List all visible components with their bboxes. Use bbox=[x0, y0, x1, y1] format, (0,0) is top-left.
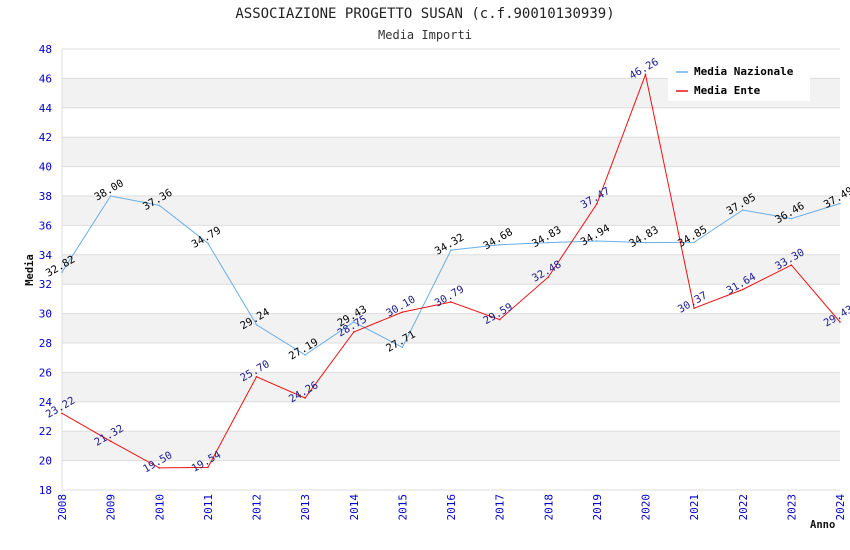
x-tick-label: 2024 bbox=[834, 494, 847, 521]
data-point bbox=[401, 311, 404, 313]
data-point bbox=[158, 467, 161, 469]
x-tick-label: 2023 bbox=[785, 494, 798, 521]
data-point bbox=[255, 323, 258, 326]
data-point bbox=[450, 301, 452, 303]
data-label: 34.94 bbox=[579, 222, 612, 248]
data-point bbox=[207, 466, 209, 469]
legend-label: Media Ente bbox=[694, 84, 761, 97]
data-label: 34.83 bbox=[530, 224, 563, 250]
legend-label: Media Nazionale bbox=[694, 65, 794, 78]
y-tick-label: 32 bbox=[39, 278, 52, 291]
y-axis-label: Media bbox=[24, 254, 36, 286]
x-tick-label: 2016 bbox=[445, 494, 458, 521]
data-point bbox=[790, 264, 793, 266]
x-tick-label: 2015 bbox=[396, 494, 409, 521]
data-point bbox=[596, 202, 598, 205]
data-point bbox=[741, 209, 744, 211]
data-point bbox=[498, 244, 501, 246]
data-point bbox=[693, 307, 695, 309]
data-point bbox=[109, 195, 112, 197]
data-point bbox=[839, 202, 841, 205]
data-label: 34.83 bbox=[627, 224, 660, 250]
y-tick-label: 24 bbox=[39, 396, 53, 409]
data-point bbox=[596, 240, 598, 242]
data-point bbox=[158, 204, 161, 207]
x-tick-label: 2011 bbox=[202, 494, 215, 521]
data-point bbox=[304, 354, 306, 356]
y-tick-label: 40 bbox=[39, 161, 52, 174]
x-tick-label: 2013 bbox=[299, 494, 312, 521]
legend: Media Nazionale Media Ente bbox=[668, 57, 810, 101]
data-point bbox=[547, 241, 550, 244]
data-point bbox=[741, 288, 744, 291]
y-tick-label: 26 bbox=[39, 366, 52, 379]
data-label: 30.37 bbox=[676, 289, 709, 315]
data-point bbox=[61, 271, 63, 273]
data-point bbox=[401, 346, 404, 349]
y-tick-label: 48 bbox=[39, 43, 52, 56]
data-point bbox=[61, 412, 63, 415]
grid-band bbox=[62, 137, 840, 167]
data-label: 34.79 bbox=[190, 224, 223, 250]
data-label: 34.68 bbox=[481, 226, 514, 252]
x-tick-label: 2012 bbox=[251, 494, 264, 521]
y-tick-label: 20 bbox=[39, 455, 52, 468]
data-point bbox=[644, 73, 647, 76]
data-point bbox=[450, 249, 452, 251]
legend-box bbox=[668, 57, 810, 101]
chart-subtitle: Media Importi bbox=[378, 28, 472, 42]
data-point bbox=[255, 376, 258, 378]
data-point bbox=[547, 276, 550, 278]
data-point bbox=[109, 440, 112, 442]
x-tick-label: 2019 bbox=[591, 494, 604, 521]
grid-band bbox=[62, 313, 840, 343]
series-layer bbox=[61, 72, 841, 469]
plot-bands bbox=[62, 78, 840, 461]
y-tick-label: 36 bbox=[39, 219, 52, 232]
chart-title: ASSOCIAZIONE PROGETTO SUSAN (c.f.9001013… bbox=[235, 6, 614, 22]
data-label: 34.85 bbox=[676, 224, 709, 250]
data-point bbox=[790, 217, 793, 220]
x-tick-label: 2021 bbox=[688, 494, 701, 521]
x-tick-label: 2014 bbox=[348, 494, 361, 521]
x-axis-label: Anno bbox=[810, 519, 835, 531]
grid-band bbox=[62, 372, 840, 402]
grid-lines bbox=[61, 48, 840, 491]
data-point bbox=[207, 242, 209, 244]
x-tick-label: 2009 bbox=[105, 494, 118, 521]
x-tick-label: 2010 bbox=[153, 494, 166, 521]
y-tick-label: 42 bbox=[39, 131, 52, 144]
y-tick-label: 44 bbox=[39, 102, 53, 115]
grid-band bbox=[62, 254, 840, 285]
x-axis-ticks: 2008 2009 2010 2011 2012 2013 2014 2015 2016 2017… bbox=[56, 494, 847, 521]
data-point bbox=[304, 397, 306, 399]
grid-band bbox=[62, 431, 840, 461]
y-axis-ticks: 18 20 22 24 26 28 30 32 34 36 38 40 42 44 46 48 bbox=[39, 43, 53, 497]
y-tick-label: 22 bbox=[39, 425, 52, 438]
grid-band bbox=[62, 196, 840, 226]
data-point bbox=[839, 321, 841, 323]
x-tick-label: 2018 bbox=[542, 494, 555, 521]
x-tick-label: 2017 bbox=[494, 494, 507, 521]
y-tick-label: 28 bbox=[39, 337, 52, 350]
x-tick-label: 2008 bbox=[56, 494, 69, 521]
data-point bbox=[644, 241, 647, 244]
y-tick-label: 38 bbox=[39, 190, 52, 203]
x-tick-label: 2022 bbox=[737, 494, 750, 521]
y-tick-label: 30 bbox=[39, 308, 52, 321]
y-tick-label: 46 bbox=[39, 72, 52, 85]
y-tick-label: 34 bbox=[39, 249, 53, 262]
x-tick-label: 2020 bbox=[640, 494, 653, 521]
data-point bbox=[693, 241, 695, 244]
data-point bbox=[352, 331, 355, 333]
y-tick-label: 18 bbox=[39, 484, 52, 497]
data-point bbox=[498, 318, 501, 321]
data-point bbox=[352, 321, 355, 323]
